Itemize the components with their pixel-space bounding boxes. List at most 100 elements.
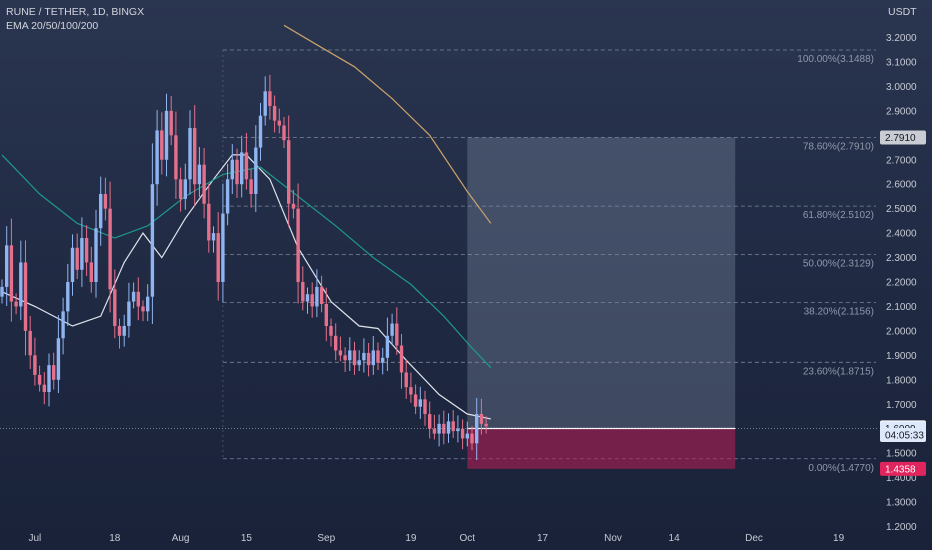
y-tick-label: 3.1000 xyxy=(886,57,917,68)
candle-body xyxy=(131,291,136,302)
x-tick-label: 19 xyxy=(405,533,417,544)
y-tick-label: 2.6000 xyxy=(886,180,917,191)
candlesticks xyxy=(0,74,488,460)
axis-currency-label: USDT xyxy=(888,6,917,18)
x-tick-label: 17 xyxy=(537,533,549,544)
candle-body xyxy=(19,262,23,307)
candle-body xyxy=(178,179,183,199)
y-tick-label: 1.4000 xyxy=(886,473,917,484)
y-tick-label: 1.9000 xyxy=(886,351,917,362)
y-tick-label: 1.5000 xyxy=(886,449,917,460)
y-tick-label: 2.1000 xyxy=(886,302,917,313)
symbol-title[interactable]: RUNE / TETHER, 1D, BINGX xyxy=(6,6,145,18)
y-tick-label: 3.0000 xyxy=(886,82,917,93)
candle-body xyxy=(108,208,112,290)
price-badges: 2.79101.60541.600904:05:331.4358 xyxy=(880,130,926,476)
y-tick-label: 2.4000 xyxy=(886,229,917,240)
candle-body xyxy=(160,130,164,160)
candle-body xyxy=(479,414,484,424)
candle-body xyxy=(305,294,310,302)
candle-body xyxy=(310,294,314,307)
fib-level-label: 78.60%(2.7910) xyxy=(803,142,874,153)
stop-zone[interactable] xyxy=(467,428,736,469)
y-tick-label: 1.3000 xyxy=(886,498,917,509)
candle-body xyxy=(193,127,197,185)
y-tick-label: 2.0000 xyxy=(886,326,917,337)
fib-level-label: 23.60%(1.8715) xyxy=(803,366,874,377)
candle-body xyxy=(127,301,131,327)
candle-body xyxy=(56,338,61,380)
candle-body xyxy=(348,350,352,361)
candle-body xyxy=(470,433,474,444)
candle-body xyxy=(357,360,361,366)
candle-body xyxy=(451,421,455,432)
price-axis[interactable]: 1.20001.30001.40001.50001.60001.70001.80… xyxy=(886,33,917,533)
candle-body xyxy=(5,245,9,287)
candle-body xyxy=(319,286,324,305)
long-position-tool[interactable] xyxy=(467,137,736,469)
candle-body xyxy=(0,286,4,297)
candle-body xyxy=(395,323,399,346)
candle-body xyxy=(381,357,385,363)
fibonacci-retracement[interactable]: 100.00%(3.1488) 78.60%(2.7910) 61.80%(2.51… xyxy=(222,49,876,474)
candle-body xyxy=(70,247,75,282)
candle-body xyxy=(301,282,305,302)
candle-body xyxy=(324,304,328,327)
candle-body xyxy=(42,384,46,393)
candle-body xyxy=(272,105,277,121)
indicator-legend[interactable]: EMA 20/50/100/200 xyxy=(6,20,99,32)
candle-body xyxy=(117,326,122,336)
candle-body xyxy=(413,394,418,407)
candle-body xyxy=(113,289,117,327)
candle-body xyxy=(89,262,93,282)
candle-body xyxy=(37,374,42,385)
candle-body xyxy=(240,152,244,185)
candle-body xyxy=(183,179,187,199)
candle-body xyxy=(169,110,173,136)
candle-body xyxy=(28,330,32,356)
candle-body xyxy=(258,115,263,148)
candle-body xyxy=(428,414,432,429)
y-tick-label: 2.7000 xyxy=(886,155,917,166)
candle-body xyxy=(291,203,296,209)
target-zone[interactable] xyxy=(467,137,736,429)
candle-body xyxy=(146,296,150,312)
candle-body xyxy=(456,428,460,432)
candle-body xyxy=(287,140,291,204)
y-tick-label: 1.7000 xyxy=(886,400,917,411)
y-tick-label: 2.9000 xyxy=(886,106,917,117)
candle-body xyxy=(446,421,451,434)
candle-body xyxy=(52,365,56,380)
candle-body xyxy=(61,311,65,339)
x-tick-label: Aug xyxy=(172,533,190,544)
y-tick-label: 2.5000 xyxy=(886,204,917,215)
candle-body xyxy=(75,247,79,270)
x-tick-label: 14 xyxy=(669,533,681,544)
time-axis[interactable]: Jul 18 Aug 15 Sep 19 Oct 17 Nov 14 Dec 19 xyxy=(29,533,845,544)
y-tick-label: 2.3000 xyxy=(886,253,917,264)
x-tick-label: Oct xyxy=(460,533,476,544)
candle-body xyxy=(33,355,37,375)
ema-line xyxy=(1,154,492,369)
candle-body xyxy=(315,286,319,307)
candle-body xyxy=(80,237,84,270)
candle-body xyxy=(216,233,220,282)
candle-body xyxy=(235,159,239,185)
candle-body xyxy=(268,91,272,106)
candle-body xyxy=(366,352,371,366)
x-tick-label: 18 xyxy=(109,533,121,544)
candle-body xyxy=(47,365,51,393)
candle-body xyxy=(221,213,225,282)
candle-body xyxy=(296,208,300,282)
x-tick-label: Sep xyxy=(317,533,335,544)
x-tick-label: Jul xyxy=(29,533,42,544)
candle-body xyxy=(254,147,258,194)
candle-body xyxy=(423,399,427,415)
price-badge xyxy=(880,461,926,476)
ema-line xyxy=(1,154,491,420)
candle-body xyxy=(225,179,230,214)
fib-level-label: 100.00%(3.1488) xyxy=(797,54,874,65)
candle-body xyxy=(329,326,333,336)
candle-body xyxy=(442,423,446,434)
